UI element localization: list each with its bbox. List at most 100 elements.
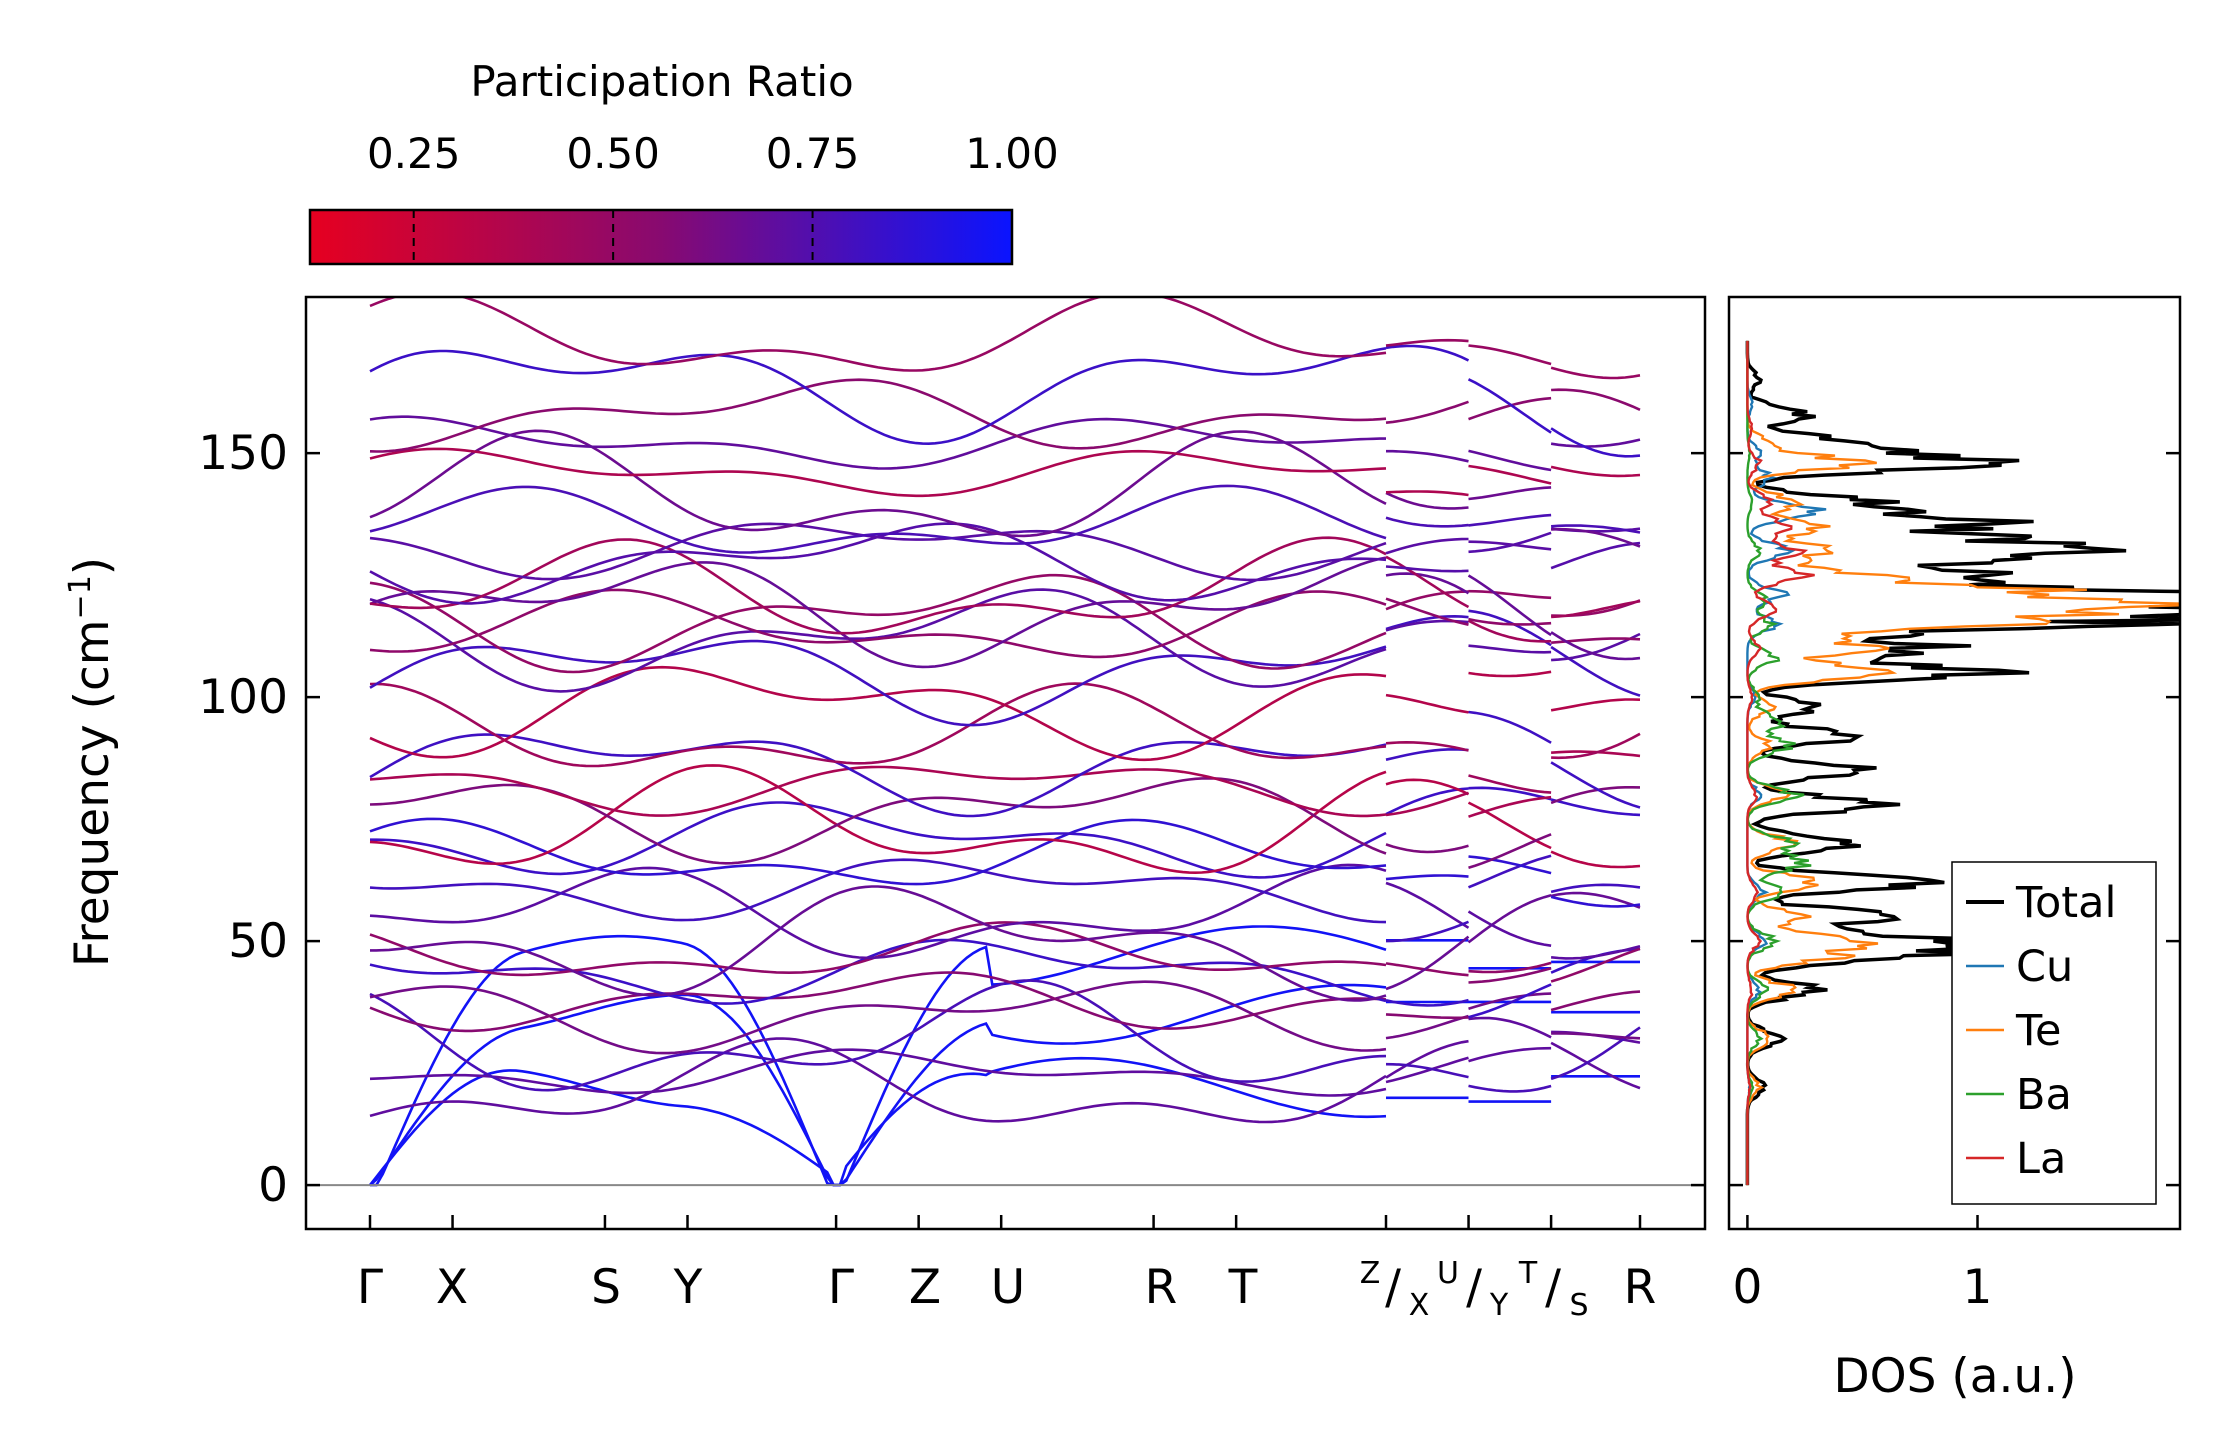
band-line (1385, 1014, 1469, 1040)
colorbar-tick-label: 0.75 (766, 129, 860, 178)
band-line (369, 979, 1387, 1092)
kpoint-label-y: Y (673, 1260, 703, 1315)
colorbar-ticks: 0.25 0.50 0.75 1.00 (367, 129, 1059, 264)
band-y-tick-label: 100 (198, 670, 288, 725)
band-line (1385, 881, 1470, 929)
band-line (1468, 855, 1552, 875)
band-line (1550, 761, 1641, 809)
band-line (1550, 427, 1641, 458)
band-line (1385, 791, 1469, 817)
band-line (369, 378, 1387, 453)
band-line (1385, 1039, 1469, 1079)
dos-series-total (1745, 340, 2180, 1186)
kpoint-label-zx-top: Z (1360, 1256, 1381, 1291)
band-line (1468, 464, 1552, 485)
band-line (1468, 992, 1552, 1010)
band-line (1385, 565, 1469, 573)
colorbar-tick-label: 0.25 (367, 129, 461, 178)
kpoint-label-slash-2: / (1466, 1260, 1482, 1315)
band-line (1468, 983, 1552, 1019)
band-line (1468, 795, 1552, 818)
band-line (369, 733, 1387, 818)
band-line (369, 938, 1387, 1005)
band-line (369, 983, 1387, 1187)
band-frame (304, 295, 1707, 1231)
band-line (1385, 1062, 1469, 1079)
band-line (1468, 644, 1552, 654)
kpoint-label-ts-bot: S (1569, 1288, 1588, 1323)
band-line (1385, 344, 1470, 362)
band-line (1385, 614, 1469, 631)
band-line (369, 971, 1387, 1033)
band-line (369, 484, 1387, 554)
band-line (1385, 400, 1469, 424)
legend-items: Total Cu Te Ba La (1966, 878, 2116, 1184)
band-line (1385, 787, 1469, 816)
kpoint-label-slash-1: / (1385, 1260, 1401, 1315)
band-kpoint-ticks (368, 1215, 1642, 1229)
kpoint-label-r-2: R (1624, 1260, 1657, 1315)
band-line (369, 429, 1387, 538)
legend-label-ba: Ba (2016, 1070, 2072, 1120)
band-line (1467, 801, 1552, 850)
kpoint-label-zx-bot: X (1409, 1288, 1430, 1323)
kpoint-label-t: T (1228, 1260, 1258, 1315)
dos-lines (1745, 340, 2180, 1186)
band-line (1468, 1046, 1552, 1063)
ylabel-close: ) (65, 557, 120, 575)
band-line (369, 522, 1387, 605)
band-line (1550, 631, 1641, 661)
band-line (1468, 609, 1552, 647)
dos-series-la (1746, 340, 1815, 1186)
band-line (369, 817, 1387, 886)
band-line (1385, 537, 1469, 555)
kpoint-label-s: S (591, 1260, 621, 1315)
band-line (1550, 944, 1641, 960)
band-line (1385, 572, 1470, 595)
kpoint-label-gamma-1: Γ (357, 1260, 383, 1315)
band-line (369, 764, 1387, 875)
band-y-axis-label: Frequency (cm−1) (63, 557, 120, 967)
kpoint-label-uy-top: U (1437, 1256, 1459, 1291)
band-line (369, 522, 1387, 582)
colorbar-gradient (308, 208, 1014, 266)
band-line (1468, 486, 1552, 501)
band-line (1385, 555, 1470, 609)
band-y-ticks: 0 50 100 150 (198, 426, 1705, 1213)
band-line (1386, 449, 1469, 463)
band-line (370, 925, 1387, 1187)
band-line (1385, 935, 1470, 991)
band-line (1385, 590, 1469, 611)
legend-box (1951, 861, 2157, 1205)
band-line (1385, 491, 1469, 510)
kpoint-label-gamma-2: Γ (828, 1260, 854, 1315)
band-line (1551, 524, 1641, 534)
band-line (1468, 854, 1552, 889)
band-line (1550, 1041, 1641, 1090)
band-line (1468, 774, 1552, 794)
colorbar-tick-label: 1.00 (965, 129, 1059, 178)
kpoint-label-r-1: R (1145, 1260, 1178, 1315)
band-line (1550, 465, 1641, 478)
band-line (1468, 1016, 1552, 1039)
band-line (1385, 778, 1470, 796)
band-line (1468, 589, 1552, 600)
band-line (1385, 747, 1469, 761)
band-y-tick-label: 150 (198, 426, 288, 481)
band-line (1551, 732, 1641, 760)
legend-label-te: Te (2015, 1006, 2061, 1056)
band-line (1550, 850, 1641, 869)
band-line (369, 682, 1387, 768)
band-line (1385, 1056, 1469, 1084)
band-line (1551, 632, 1641, 662)
band-line (1468, 967, 1552, 984)
band-line (1551, 388, 1641, 411)
band-lines (368, 297, 1641, 1187)
band-line (1550, 541, 1641, 570)
dos-x-tick-label: 0 (1732, 1260, 1762, 1315)
band-line (369, 556, 1387, 669)
band-line (1385, 874, 1469, 881)
legend-label-cu: Cu (2016, 942, 2073, 992)
